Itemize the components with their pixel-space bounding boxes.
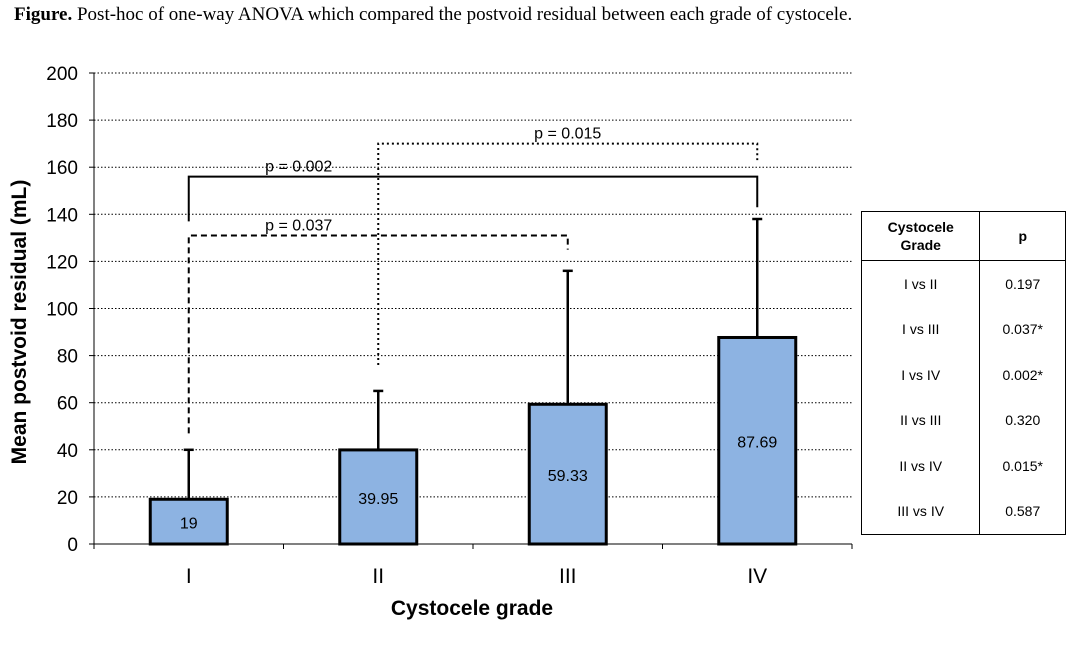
bar-value-label: 19 (180, 516, 198, 533)
grade-cell: II vs III (860, 397, 981, 443)
figure-caption: Figure. Post-hoc of one-way ANOVA which … (14, 4, 1074, 26)
p-cell: 0.002* (979, 352, 1066, 398)
gridlines (94, 72, 852, 498)
bar-value-label: 87.69 (737, 435, 777, 452)
significance-bracket (377, 142, 759, 366)
bracket-label: p = 0.015 (534, 126, 601, 143)
table-row: I vs IV 0.002* (860, 352, 1066, 398)
bracket-label: p = 0.037 (265, 217, 332, 234)
y-axis-title: Mean postvoid residual (mL) (8, 180, 31, 465)
bar (148, 497, 229, 546)
bar-value-label: 59.33 (548, 468, 588, 485)
grade-cell: I vs III (860, 306, 981, 352)
header-cystocele-grade: Cystocele Grade (860, 211, 981, 261)
grade-cell: I vs IV (860, 352, 981, 398)
significance-bracket (187, 175, 759, 222)
y-tick-label: 20 (57, 488, 78, 509)
x-tick-label: I (186, 565, 192, 588)
header-p: p (979, 211, 1066, 261)
table-row: II vs IV 0.015* (860, 443, 1066, 489)
caption-label: Figure. (14, 4, 73, 25)
caption-text: Post-hoc of one-way ANOVA which compared… (76, 4, 853, 25)
table-row: III vs IV 0.587 (860, 488, 1066, 535)
grade-cell: III vs IV (860, 488, 981, 535)
y-tick-label: 140 (46, 205, 78, 226)
table-row: I vs II 0.197 (860, 260, 1066, 307)
bar (338, 448, 419, 546)
x-tick-label: II (372, 565, 384, 588)
x-tick-label: III (559, 565, 577, 588)
pvalue-table: Cystocele Grade p I vs II 0.197 I vs III 0.… (860, 211, 1066, 535)
bars: 19 39.95 59.33 87.69 (148, 217, 798, 546)
bracket-label: p = 0.002 (265, 159, 332, 176)
grade-cell: I vs II (860, 260, 981, 307)
y-tick-label: 80 (57, 347, 78, 368)
bar (717, 335, 798, 546)
p-cell: 0.015* (979, 443, 1066, 489)
table-row: I vs III 0.037* (860, 306, 1066, 352)
grade-cell: II vs IV (860, 443, 981, 489)
x-tick-label: IV (747, 565, 767, 588)
significance-bracket (187, 234, 569, 434)
x-axis-title: Cystocele grade (391, 597, 553, 620)
y-tick-label: 0 (67, 535, 78, 556)
y-tick-label: 60 (57, 394, 78, 415)
p-cell: 0.587 (979, 488, 1066, 535)
bar (527, 402, 608, 546)
y-tick-label: 120 (46, 252, 78, 273)
bar-value-label: 39.95 (358, 491, 398, 508)
y-tick-label: 200 (46, 64, 78, 85)
pvalue-table-header: Cystocele Grade p (860, 211, 1066, 261)
p-cell: 0.320 (979, 397, 1066, 443)
p-cell: 0.037* (979, 306, 1066, 352)
y-tick-label: 180 (46, 111, 78, 132)
significance-brackets: p = 0.037 p = 0.002 p = 0.015 (187, 126, 759, 434)
y-tick-label: 160 (46, 158, 78, 179)
y-tick-label: 40 (57, 441, 78, 462)
y-tick-label: 100 (46, 300, 78, 321)
table-row: II vs III 0.320 (860, 397, 1066, 443)
p-cell: 0.197 (979, 260, 1066, 307)
